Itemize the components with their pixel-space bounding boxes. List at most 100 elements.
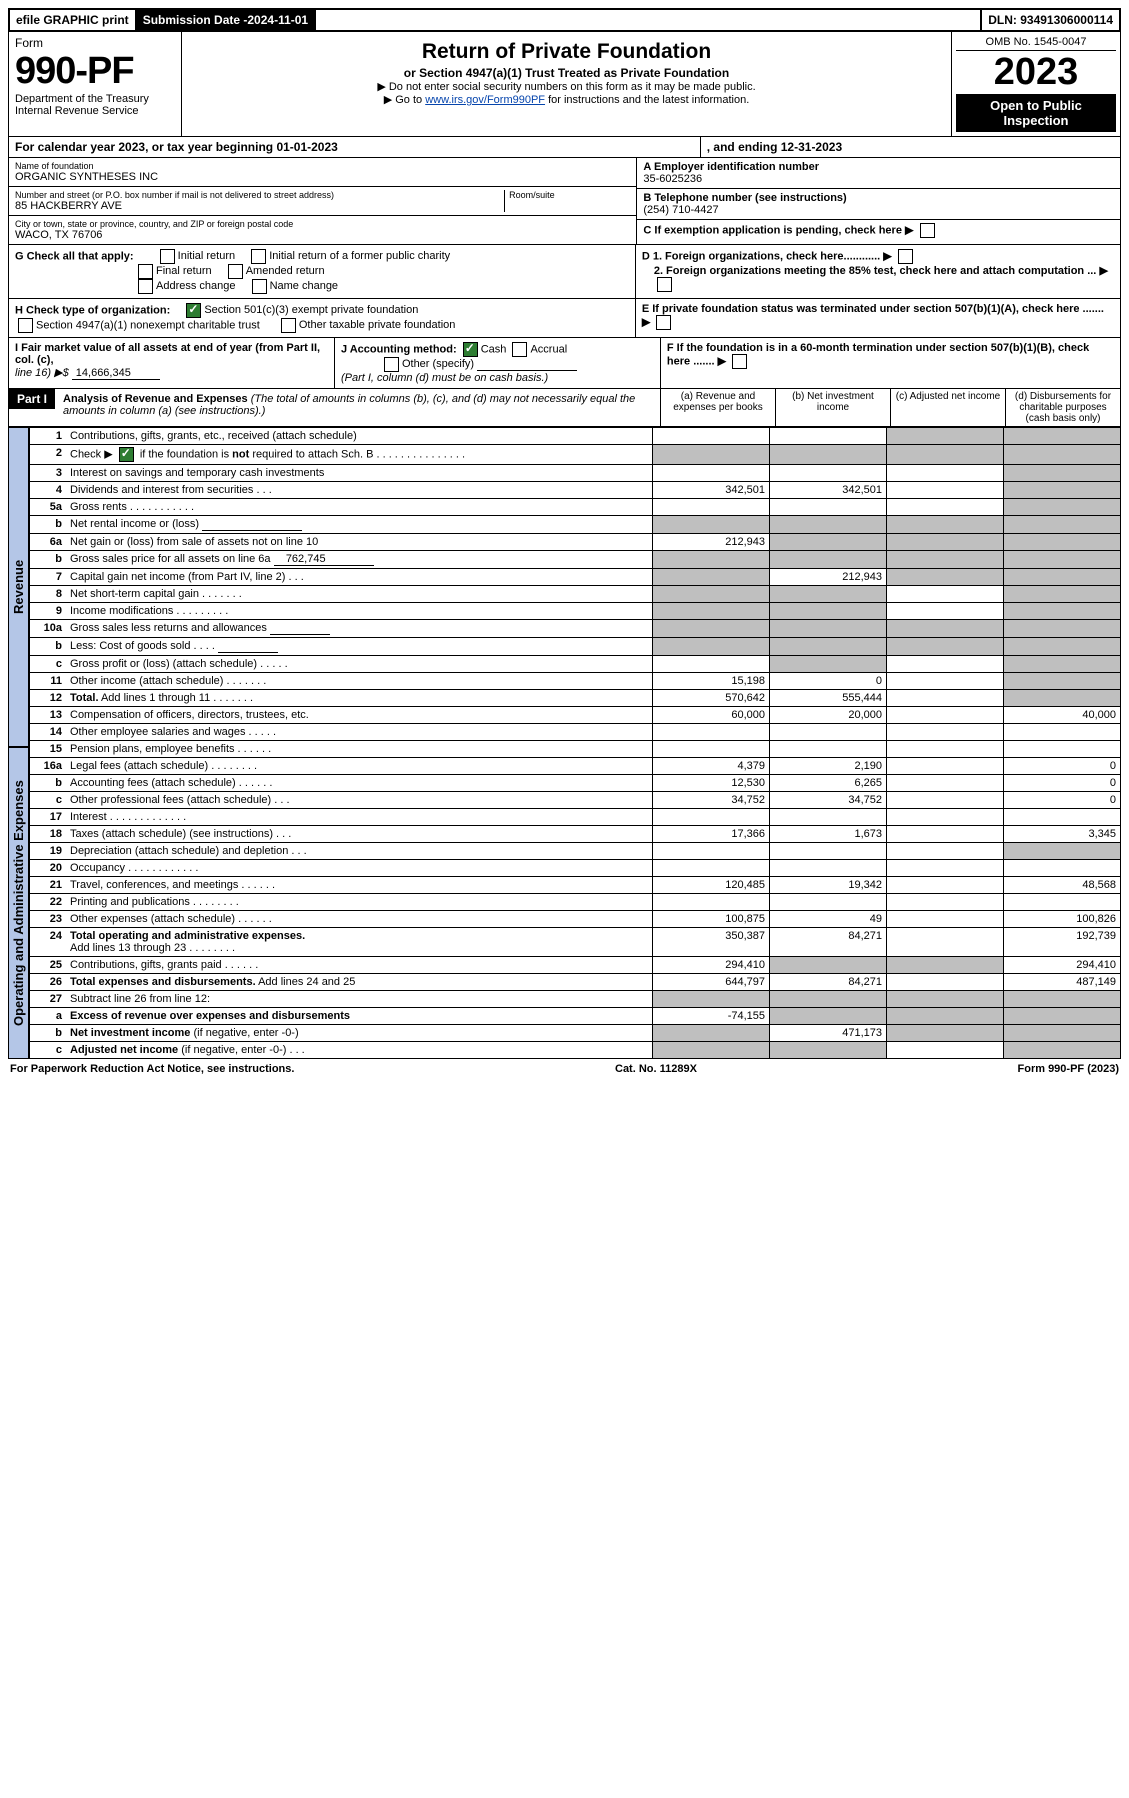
- table-row: 14Other employee salaries and wages . . …: [30, 724, 1121, 741]
- analysis-table: 1Contributions, gifts, grants, etc., rec…: [29, 427, 1121, 1059]
- table-row: 11Other income (attach schedule) . . . .…: [30, 673, 1121, 690]
- instr-1: ▶ Do not enter social security numbers o…: [188, 80, 945, 93]
- col-b-head: (b) Net investment income: [775, 389, 890, 426]
- form-id-block: Form 990-PF Department of the Treasury I…: [9, 32, 182, 136]
- table-row: 22Printing and publications . . . . . . …: [30, 894, 1121, 911]
- table-row: 18Taxes (attach schedule) (see instructi…: [30, 826, 1121, 843]
- col-c-head: (c) Adjusted net income: [890, 389, 1005, 426]
- page-footer: For Paperwork Reduction Act Notice, see …: [8, 1059, 1121, 1079]
- g-name[interactable]: [252, 279, 267, 294]
- top-bar: efile GRAPHIC print Submission Date - 20…: [8, 8, 1121, 32]
- form-title: Return of Private Foundation: [188, 40, 945, 64]
- form-word: Form: [15, 36, 175, 50]
- j-cash[interactable]: [463, 342, 478, 357]
- table-row: 12Total. Add lines 1 through 11 . . . . …: [30, 690, 1121, 707]
- table-row: 1Contributions, gifts, grants, etc., rec…: [30, 428, 1121, 445]
- title-block: Return of Private Foundation or Section …: [182, 32, 951, 136]
- f-checkbox[interactable]: [732, 354, 747, 369]
- dept: Department of the Treasury: [15, 93, 175, 105]
- h-4947[interactable]: [18, 318, 33, 333]
- main-table-wrap: Revenue Operating and Administrative Exp…: [8, 427, 1121, 1059]
- col-d-head: (d) Disbursements for charitable purpose…: [1005, 389, 1120, 426]
- table-row: 16aLegal fees (attach schedule) . . . . …: [30, 758, 1121, 775]
- h-e-row: H Check type of organization: Section 50…: [8, 299, 1121, 338]
- table-row: 24Total operating and administrative exp…: [30, 928, 1121, 957]
- table-row: 27Subtract line 26 from line 12:: [30, 991, 1121, 1008]
- city-row: City or town, state or province, country…: [9, 216, 636, 244]
- g-address[interactable]: [138, 279, 153, 294]
- table-row: 13Compensation of officers, directors, t…: [30, 707, 1121, 724]
- table-row: 9Income modifications . . . . . . . . .: [30, 603, 1121, 620]
- table-row: bGross sales price for all assets on lin…: [30, 551, 1121, 569]
- table-row: 23Other expenses (attach schedule) . . .…: [30, 911, 1121, 928]
- submission-date: Submission Date - 2024-11-01: [137, 10, 316, 30]
- ein-block: A Employer identification number 35-6025…: [637, 158, 1120, 189]
- f-block: F If the foundation is in a 60-month ter…: [660, 338, 1120, 388]
- table-row: 4Dividends and interest from securities …: [30, 482, 1121, 499]
- table-row: bAccounting fees (attach schedule) . . .…: [30, 775, 1121, 792]
- form-number: 990-PF: [15, 50, 175, 93]
- table-row: bNet investment income (if negative, ent…: [30, 1025, 1121, 1042]
- efile-label: efile GRAPHIC print: [10, 10, 137, 30]
- footer-mid: Cat. No. 11289X: [615, 1063, 697, 1075]
- table-row: 7Capital gain net income (from Part IV, …: [30, 569, 1121, 586]
- d1-checkbox[interactable]: [898, 249, 913, 264]
- table-row: aExcess of revenue over expenses and dis…: [30, 1008, 1121, 1025]
- g-initial[interactable]: [160, 249, 175, 264]
- calendar-year-row: For calendar year 2023, or tax year begi…: [8, 137, 1121, 158]
- table-row: 20Occupancy . . . . . . . . . . . .: [30, 860, 1121, 877]
- table-row: 26Total expenses and disbursements. Add …: [30, 974, 1121, 991]
- pending-block: C If exemption application is pending, c…: [637, 220, 1120, 241]
- expenses-side-label: Operating and Administrative Expenses: [8, 747, 29, 1059]
- tax-year: 2023: [956, 51, 1116, 94]
- table-row: 3Interest on savings and temporary cash …: [30, 465, 1121, 482]
- table-row: 21Travel, conferences, and meetings . . …: [30, 877, 1121, 894]
- table-row: cOther professional fees (attach schedul…: [30, 792, 1121, 809]
- g-label: G Check all that apply:: [15, 250, 134, 262]
- open-public: Open to Public Inspection: [956, 94, 1116, 132]
- col-a-head: (a) Revenue and expenses per books: [660, 389, 775, 426]
- table-row: 10aGross sales less returns and allowanc…: [30, 620, 1121, 638]
- j-block: J Accounting method: Cash Accrual Other …: [334, 338, 660, 388]
- year-block: OMB No. 1545-0047 2023 Open to Public In…: [951, 32, 1120, 136]
- g-d-row: G Check all that apply: Initial return I…: [8, 245, 1121, 299]
- j-other[interactable]: [384, 357, 399, 372]
- h-label: H Check type of organization:: [15, 304, 170, 316]
- dln: DLN: 93491306000114: [982, 10, 1119, 30]
- form-header: Form 990-PF Department of the Treasury I…: [8, 32, 1121, 137]
- instr-2: ▶ Go to www.irs.gov/Form990PF for instru…: [188, 93, 945, 106]
- phone-block: B Telephone number (see instructions) (2…: [637, 189, 1120, 220]
- g-amended[interactable]: [228, 264, 243, 279]
- h-501c3[interactable]: [186, 303, 201, 318]
- table-row: 25Contributions, gifts, grants paid . . …: [30, 957, 1121, 974]
- g-final[interactable]: [138, 264, 153, 279]
- pending-checkbox[interactable]: [920, 223, 935, 238]
- table-row: 5aGross rents . . . . . . . . . . .: [30, 499, 1121, 516]
- table-row: 8Net short-term capital gain . . . . . .…: [30, 586, 1121, 603]
- entity-grid: Name of foundation ORGANIC SYNTHESES INC…: [8, 158, 1121, 245]
- table-row: cGross profit or (loss) (attach schedule…: [30, 656, 1121, 673]
- table-row: 15Pension plans, employee benefits . . .…: [30, 741, 1121, 758]
- i-j-f-row: I Fair market value of all assets at end…: [8, 338, 1121, 389]
- irs: Internal Revenue Service: [15, 105, 175, 117]
- address-row: Number and street (or P.O. box number if…: [9, 187, 636, 216]
- footer-right: Form 990-PF (2023): [1018, 1063, 1120, 1075]
- omb: OMB No. 1545-0047: [956, 36, 1116, 51]
- table-row: bLess: Cost of goods sold . . . .: [30, 638, 1121, 656]
- spacer: [316, 10, 982, 30]
- table-row: 2Check ▶ if the foundation is not requir…: [30, 445, 1121, 465]
- table-row: bNet rental income or (loss): [30, 516, 1121, 534]
- footer-left: For Paperwork Reduction Act Notice, see …: [10, 1063, 294, 1075]
- part1-header: Part I Analysis of Revenue and Expenses …: [8, 389, 1121, 427]
- d2-checkbox[interactable]: [657, 277, 672, 292]
- j-accrual[interactable]: [512, 342, 527, 357]
- i-block: I Fair market value of all assets at end…: [9, 338, 334, 388]
- g-initial-former[interactable]: [251, 249, 266, 264]
- form990pf-link[interactable]: www.irs.gov/Form990PF: [425, 94, 545, 106]
- e-checkbox[interactable]: [656, 315, 671, 330]
- table-row: 19Depreciation (attach schedule) and dep…: [30, 843, 1121, 860]
- form-subtitle: or Section 4947(a)(1) Trust Treated as P…: [188, 66, 945, 80]
- part1-label: Part I: [9, 389, 55, 409]
- table-row: 6aNet gain or (loss) from sale of assets…: [30, 534, 1121, 551]
- h-other-tax[interactable]: [281, 318, 296, 333]
